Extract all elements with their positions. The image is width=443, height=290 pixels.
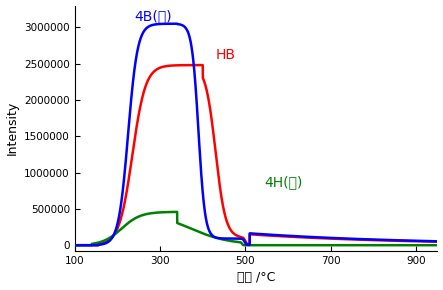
Y-axis label: Intensity: Intensity	[6, 101, 19, 155]
Text: 4H(薄): 4H(薄)	[264, 175, 303, 189]
X-axis label: 温度 /°C: 温度 /°C	[237, 271, 275, 284]
Text: HB: HB	[216, 48, 236, 62]
Text: 4B(濃): 4B(濃)	[134, 9, 171, 23]
